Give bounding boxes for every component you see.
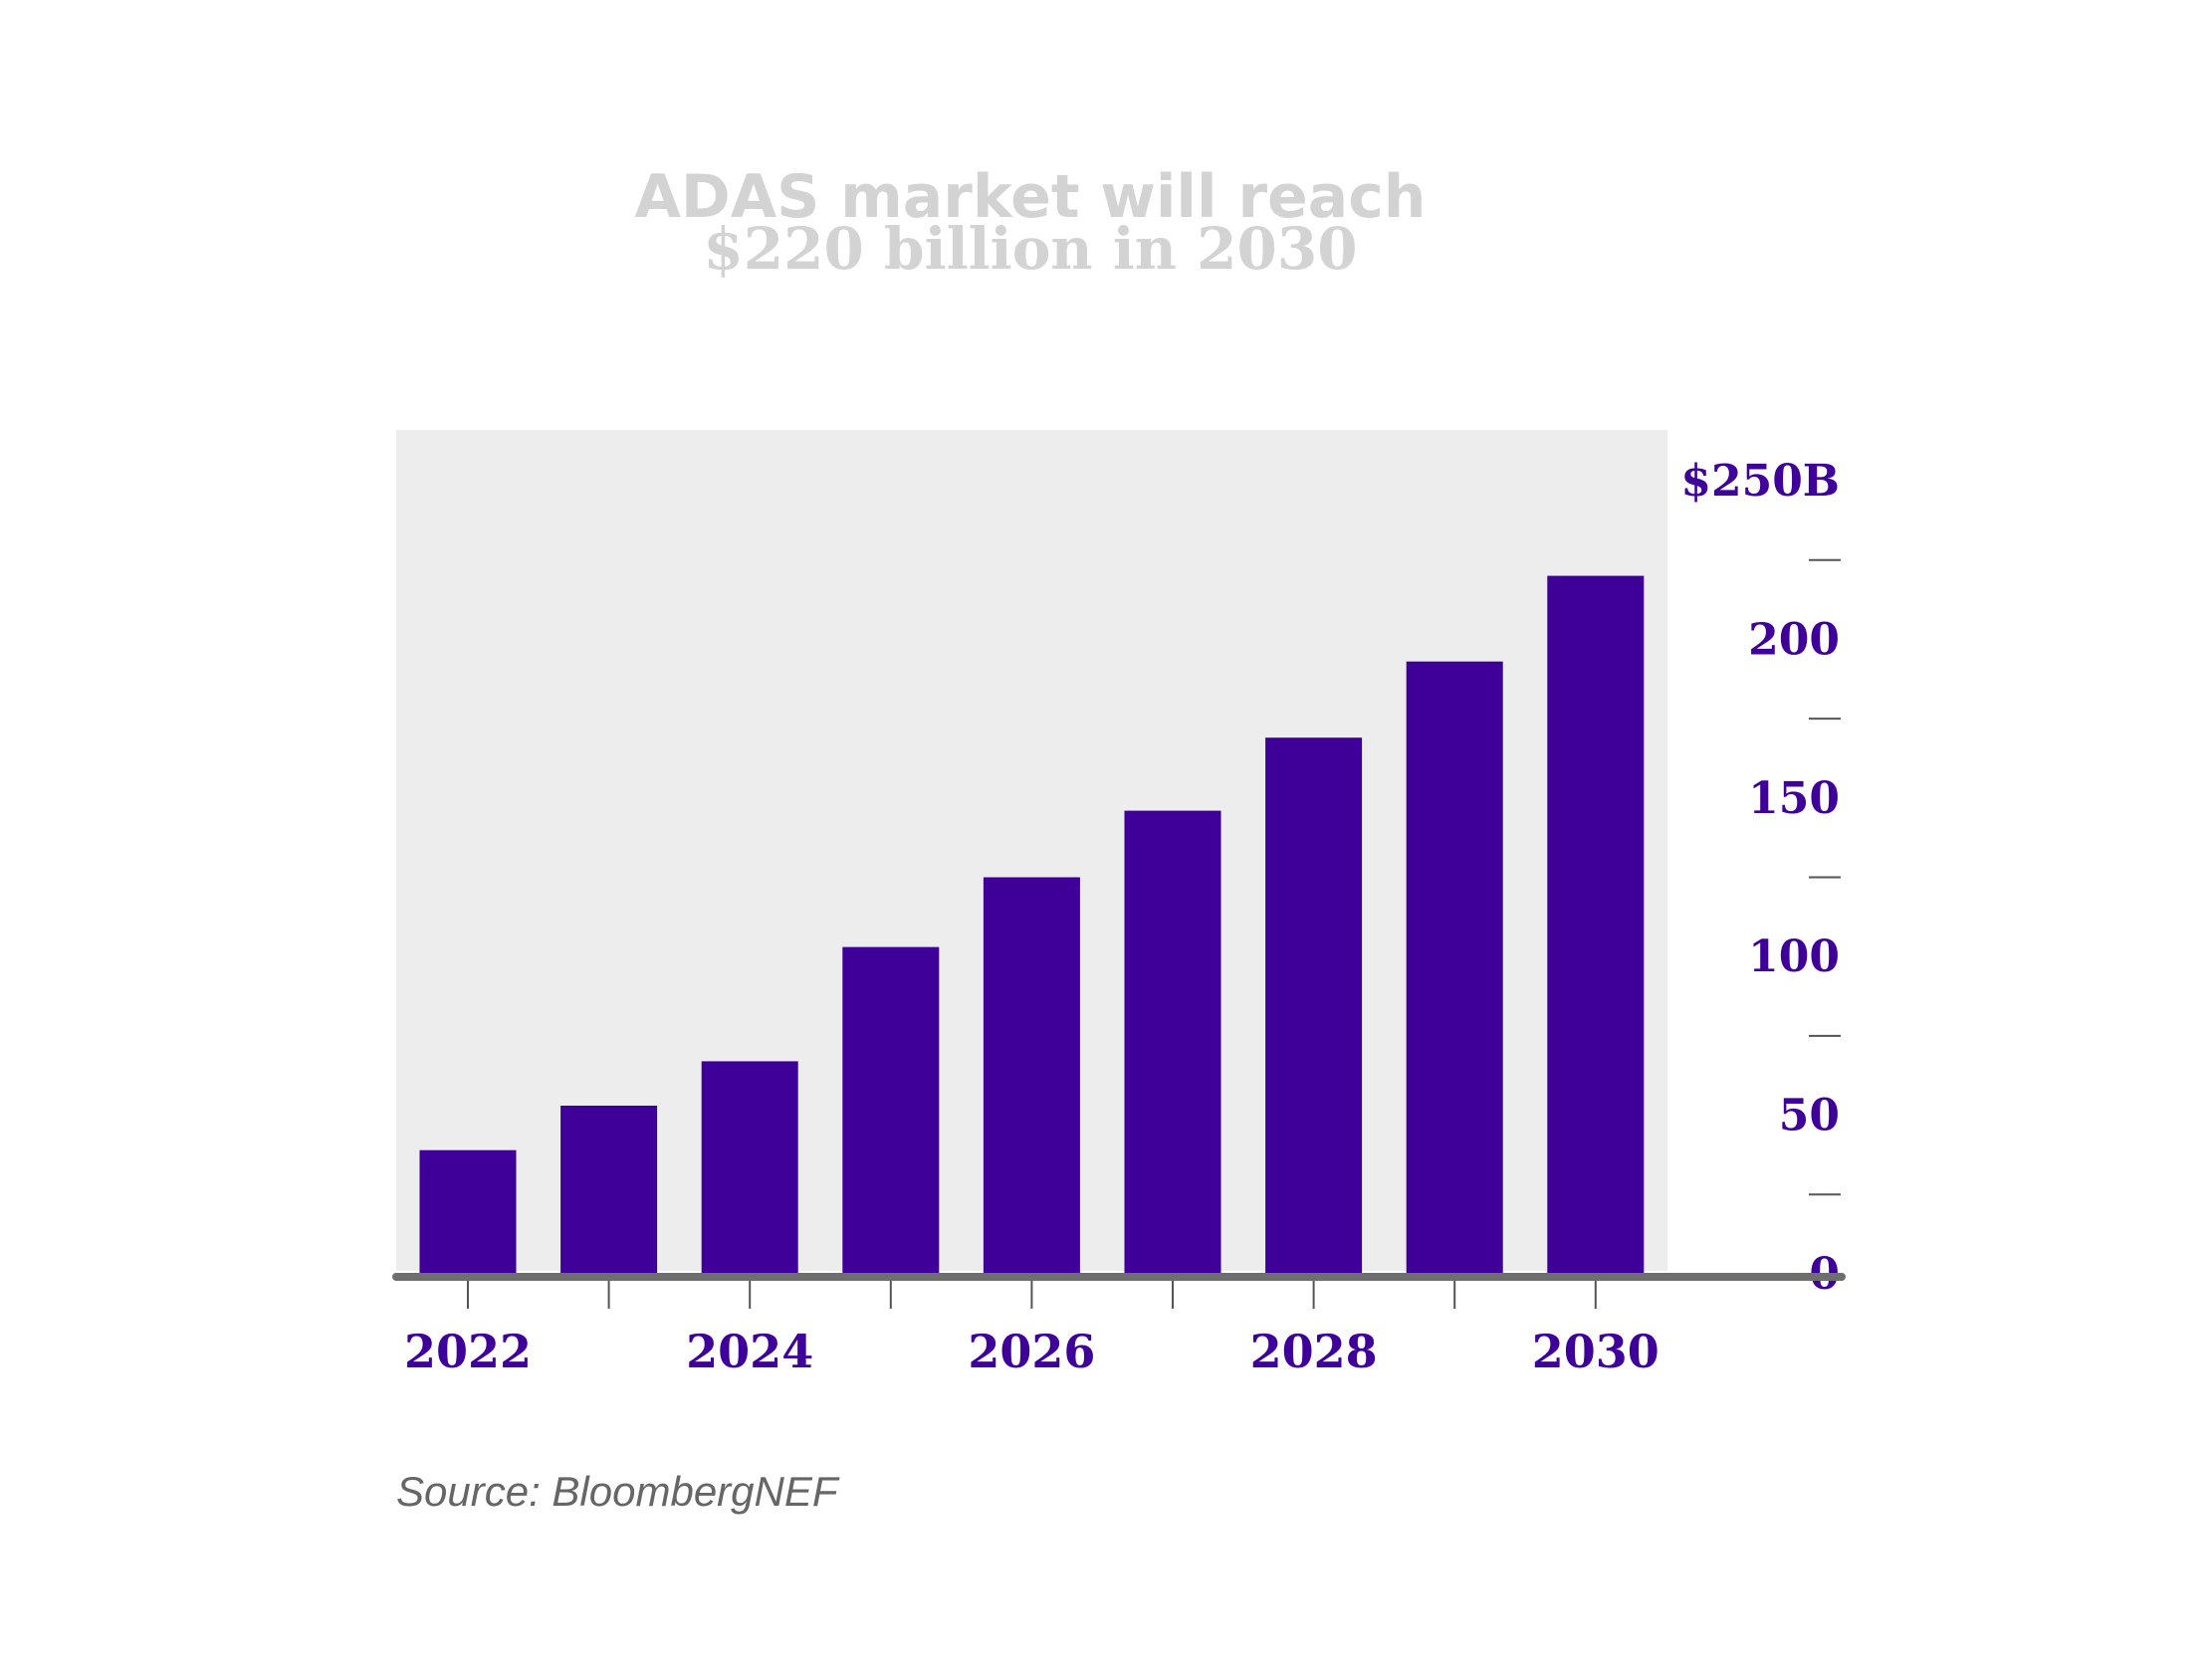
- chart-title: ADAS market will reach: [635, 162, 1427, 232]
- x-tick-label-2028: 2028: [1250, 1325, 1378, 1378]
- bar-2026: [983, 877, 1080, 1274]
- x-tick-label-2022: 2022: [404, 1325, 532, 1378]
- y-tick-label-250: $250B: [1680, 456, 1840, 507]
- x-axis: 2022 2024 2026 2028 2030: [404, 1281, 1659, 1378]
- chart-subtitle: $220 billion in 2030: [703, 215, 1357, 283]
- y-tick-label-200: 200: [1748, 614, 1840, 665]
- x-tick-label-2024: 2024: [686, 1325, 813, 1378]
- bar-2025: [842, 946, 940, 1274]
- y-tick-label-150: 150: [1748, 773, 1840, 824]
- bar-2022: [419, 1149, 517, 1274]
- bar-2023: [560, 1106, 658, 1274]
- y-tick-label-50: 50: [1779, 1091, 1840, 1141]
- bar-2028: [1265, 737, 1363, 1274]
- bar-2030: [1547, 575, 1645, 1274]
- x-tick-label-2030: 2030: [1532, 1325, 1659, 1378]
- source-note: Source: BloombergNEF: [396, 1468, 840, 1515]
- bar-2024: [701, 1061, 798, 1274]
- bar-2029: [1406, 661, 1503, 1274]
- bars: [419, 575, 1645, 1274]
- x-tick-label-2026: 2026: [968, 1325, 1095, 1378]
- y-tick-label-100: 100: [1748, 932, 1840, 982]
- bar-2027: [1124, 810, 1221, 1274]
